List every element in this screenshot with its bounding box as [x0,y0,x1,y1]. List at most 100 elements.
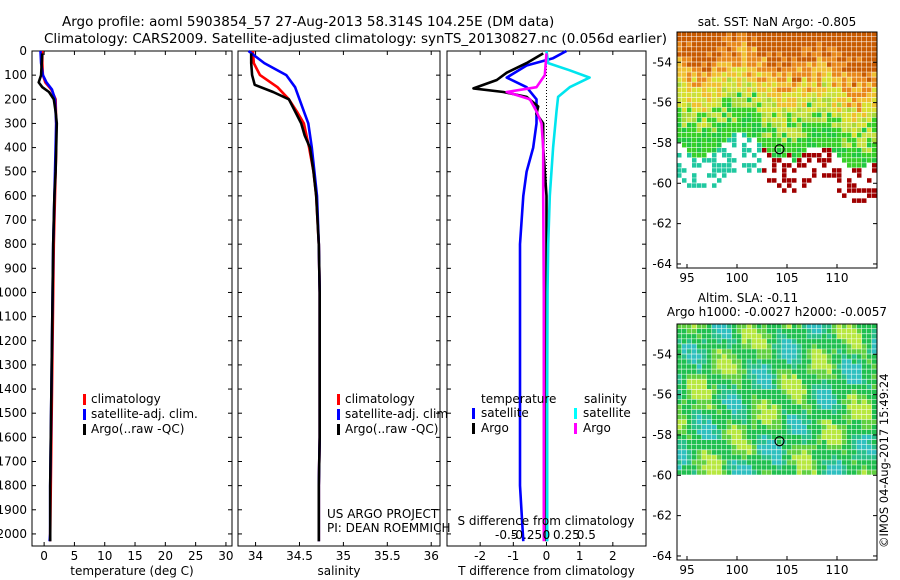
sst_map-cell [722,148,727,153]
sst_map-cell [717,52,722,57]
sst_map-cell [732,32,737,37]
sst_map-cell [752,163,757,168]
sla_map-cell [802,359,807,364]
sla_map-cell [817,414,822,420]
sst_map-cell [847,92,852,97]
sst_map-cell [792,148,797,153]
sla_map-cell [852,339,857,344]
depth-tick-label: 1500 [0,406,27,420]
sst_map-cell [692,97,697,103]
sst_map-cell [782,57,787,62]
sla_map-cell [807,434,812,440]
sla_map-cell [777,455,782,460]
sla_map-cell [727,414,732,420]
sla_map-cell [687,399,692,405]
sla_map-cell [702,399,707,405]
sla_map-cell [712,440,717,445]
sla_map-cell [727,450,732,455]
sla_map-cell [837,344,842,349]
sst_map-cell [847,188,852,193]
sst_map-cell [837,132,842,138]
sla_map-cell [697,324,702,329]
sst_map-cell [777,132,782,138]
sla_map-cell [822,445,827,450]
difference-panel: -2 -1 0 1 2T difference from climatologytemp… [446,49,647,578]
sla_map-cell [782,329,787,334]
sla_map-cell [722,354,727,359]
sst_map-cell [722,37,727,42]
sla_map-xtick-label: 110 [826,563,849,577]
sla_map-cell [762,424,767,430]
sla_map-cell [837,324,842,329]
sla_map-cell [782,460,787,465]
sla_map-cell [872,414,877,420]
sla_map-cell [852,374,857,379]
sla_map-cell [787,389,792,395]
sst_map-cell [722,62,727,67]
sla_map-cell [717,389,722,395]
sla_map-cell [677,465,682,470]
sst_map-cell [777,97,782,103]
sla_map-cell [767,364,772,369]
sst_map-cell [752,37,757,42]
sst_map-cell [767,72,772,77]
sst_map-cell [757,142,762,148]
temperature-plot-frame [31,50,233,547]
sla_map-cell [862,424,867,430]
sla_map-cell [817,419,822,425]
sla_map-cell [732,414,737,420]
sla_map-cell [697,374,702,379]
sst_map-cell [682,62,687,67]
sst_map-cell [772,87,777,92]
sla_map-cell [742,455,747,460]
sla_map-cell [747,455,752,460]
sla_map-cell [782,349,787,354]
depth-tick-label: 600 [4,189,27,203]
sla_map-cell [817,324,822,329]
sst_map-cell [802,92,807,97]
sla_map-cell [777,404,782,410]
sst_map-cell [792,42,797,47]
sst_map-cell [852,92,857,97]
sla_map-cell [867,465,872,470]
sla_map-cell [712,334,717,339]
sst_map-cell [702,57,707,62]
header-line-1: Argo profile: aoml 5903854_57 27-Aug-201… [62,14,554,30]
sla_map-cell [772,470,777,475]
sla_map-cell [732,409,737,415]
sst_map-cell [762,37,767,42]
sst_map-cell [812,137,817,143]
sla_map-cell [692,434,697,440]
sla_map-cell [757,429,762,435]
sst_map-cell [677,132,682,138]
sla_map-cell [842,359,847,364]
sla_map-cell [872,460,877,465]
sst_map-cell [792,137,797,143]
legend-label: climatology [345,392,415,406]
sst_map-cell [802,62,807,67]
sst_map-cell [777,82,782,87]
sst_map-cell [812,97,817,103]
sla_map-cell [762,359,767,364]
sst_map-cell [757,67,762,72]
sla_map-cell [827,434,832,440]
sst_map-cell [852,67,857,72]
sla_map-cell [677,429,682,435]
sla_map-cell [752,394,757,400]
salinity-diff-tick-label: 0.25 [553,528,580,542]
legend-label: satellite-adj. clim. [91,407,198,421]
sla_map-cell [702,429,707,435]
sla_map-cell [762,389,767,395]
temperature-xtick-label: 0 [40,549,48,563]
sla_map-cell [692,404,697,410]
sst_map-cell [742,102,747,108]
depth-tick-label: 1000 [0,285,27,299]
sst_map-cell [782,32,787,37]
sla_map-cell [707,349,712,354]
sla_map-cell [827,455,832,460]
sla_map-cell [677,470,682,475]
sst_map-cell [762,117,767,123]
sla_map-cell [847,445,852,450]
sst_map-cell [872,87,877,92]
sla_map-cell [732,374,737,379]
